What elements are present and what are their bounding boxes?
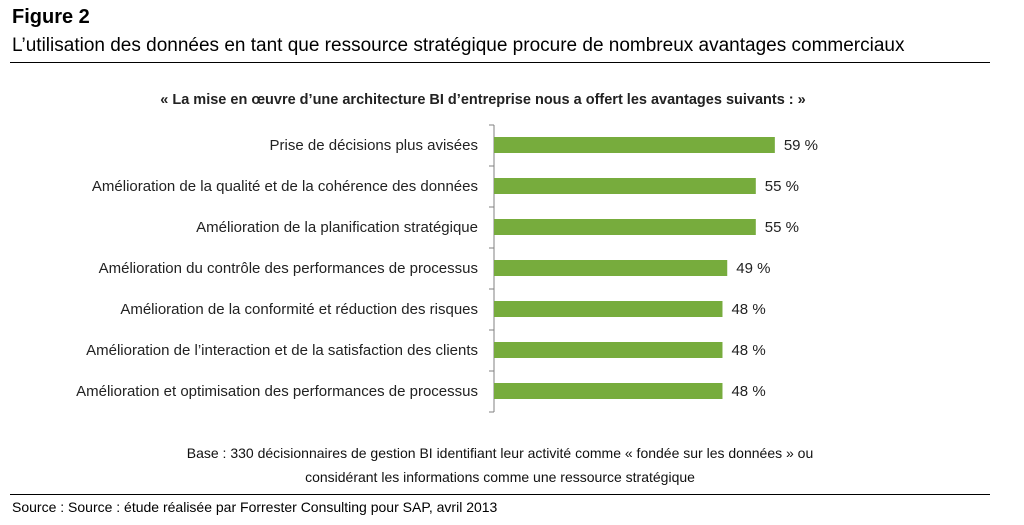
bar-chart: 59 % Prise de décisions plus avisées 55 % A… [76,124,818,413]
category-label: Amélioration de l’interaction et de la s… [86,342,478,359]
source-note: Source : Source : étude réalisée par For… [12,499,498,515]
base-note-line-1: Base : 330 décisionnaires de gestion BI … [186,445,814,461]
bar [494,301,723,317]
bottom-rule [10,494,990,495]
category-label: Amélioration du contrôle des performance… [99,260,478,277]
bar [494,342,723,358]
chart-title: « La mise en œuvre d’une architecture BI… [160,92,806,108]
category-label: Prise de décisions plus avisées [270,137,478,154]
category-label: Amélioration de la qualité et de la cohé… [92,178,478,195]
bar-value-label: 48 % [731,342,765,359]
category-label: Amélioration de la planification stratég… [196,219,478,236]
bar-value-label: 55 % [765,219,799,236]
category-label: Amélioration et optimisation des perform… [76,383,478,400]
bar [494,383,723,399]
base-note-line-2: considérant les informations comme une r… [305,469,695,485]
bar-value-label: 48 % [731,383,765,400]
bar [494,137,775,153]
top-rule [10,62,990,63]
bar [494,219,756,235]
bar-value-label: 55 % [765,178,799,195]
bar-value-label: 59 % [784,137,818,154]
bar-value-label: 48 % [731,301,765,318]
bar [494,260,728,276]
bar-value-label: 49 % [736,260,770,277]
figure-title: L’utilisation des données en tant que re… [12,35,905,56]
figure-label: Figure 2 [12,6,90,28]
base-note: Base : 330 décisionnaires de gestion BI … [0,441,1000,489]
bar [494,178,756,194]
category-label: Amélioration de la conformité et réducti… [120,301,478,318]
